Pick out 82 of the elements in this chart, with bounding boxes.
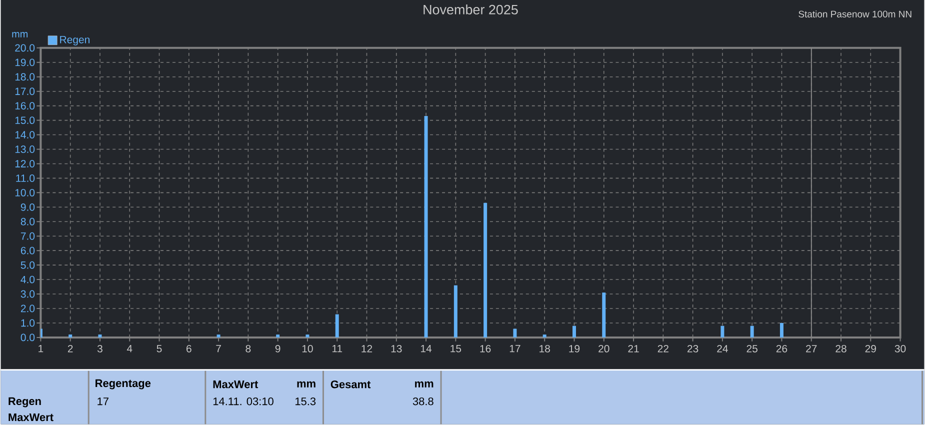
y-tick-label: 9.0	[20, 203, 35, 211]
x-tick-label: 8	[246, 344, 251, 352]
bar	[484, 202, 488, 338]
x-tick-label: 29	[865, 344, 876, 352]
bar	[750, 326, 754, 338]
y-tick-label: 12.0	[15, 160, 35, 168]
x-tick-label: 9	[275, 344, 280, 352]
text: Regentage	[96, 379, 151, 390]
text: 38.8	[412, 397, 434, 406]
text: mm	[415, 381, 434, 388]
x-tick-label: 27	[806, 344, 817, 352]
y-tick-label: 0.0	[20, 334, 35, 342]
x-tick-label: 18	[540, 344, 550, 352]
bar	[454, 285, 458, 338]
x-tick-label: 23	[688, 344, 698, 352]
y-tick-label: 19.0	[15, 58, 35, 66]
bar	[542, 334, 546, 338]
bar	[572, 326, 576, 338]
bar	[216, 334, 220, 338]
x-tick-label: 26	[776, 344, 788, 352]
x-tick-label: 28	[836, 344, 846, 352]
y-axis-title: mm	[12, 32, 28, 38]
text: Regen	[8, 397, 41, 408]
x-tick-label: 10	[302, 344, 313, 352]
y-tick-label: 1.0	[21, 319, 35, 327]
text: 17	[98, 398, 108, 406]
x-tick-label: 21	[628, 344, 639, 352]
bar	[424, 116, 428, 338]
x-tick-label: 20	[598, 344, 610, 352]
chart-title: November 2025	[424, 4, 518, 14]
x-tick-label: 30	[894, 344, 906, 352]
y-tick-label: 7.0	[20, 232, 35, 240]
bar	[720, 326, 724, 338]
x-tick-label: 19	[569, 344, 580, 352]
x-tick-label: 4	[126, 344, 132, 352]
y-tick-label: 8.0	[20, 218, 35, 226]
text: Station Pasenow 100m NN	[798, 10, 912, 18]
y-tick-label: 17.0	[15, 88, 35, 96]
x-tick-label: 5	[156, 344, 162, 352]
x-tick-label: 25	[746, 344, 758, 352]
y-tick-label: 16.0	[15, 102, 35, 110]
x-tick-label: 14	[421, 344, 432, 352]
text: 14.11. 03:10	[213, 397, 274, 406]
x-tick-label: 3	[97, 344, 102, 352]
bar	[68, 334, 72, 338]
x-tick-label: 16	[480, 344, 491, 352]
text: 15.3	[296, 397, 316, 406]
x-tick-label: 11	[332, 344, 342, 352]
x-tick-label: 15	[450, 344, 462, 352]
x-tick-label: 2	[68, 344, 73, 352]
y-tick-label: 4.0	[20, 276, 35, 284]
x-tick-label: 7	[216, 344, 221, 352]
text: mm	[297, 381, 316, 388]
text: MaxWert	[213, 380, 258, 388]
text: Gesamt	[330, 380, 371, 388]
bar	[513, 328, 517, 338]
y-tick-label: 14.0	[15, 131, 35, 138]
bar	[335, 314, 339, 338]
x-tick-label: 1	[38, 344, 44, 352]
bar	[602, 292, 606, 338]
y-tick-label: 18.0	[15, 73, 35, 81]
bar	[780, 322, 784, 338]
x-tick-label: 6	[186, 344, 192, 352]
y-tick-label: 3.0	[20, 290, 35, 298]
legend-label: Regen	[60, 36, 90, 46]
x-tick-label: 17	[510, 344, 520, 352]
y-tick-label: 6.0	[20, 246, 35, 254]
x-tick-label: 12	[362, 344, 372, 352]
y-tick-label: 10.0	[15, 188, 35, 196]
x-tick-label: 24	[717, 344, 728, 352]
x-tick-label: 22	[658, 344, 668, 352]
bar	[276, 334, 280, 338]
y-tick-label: 13.0	[15, 146, 35, 153]
y-tick-label: 15.0	[15, 116, 35, 124]
bar	[98, 334, 102, 338]
y-tick-label: 5.0	[20, 261, 35, 269]
bar	[306, 334, 310, 338]
x-tick-label: 13	[391, 344, 402, 352]
text: MaxWert	[8, 413, 54, 422]
y-tick-label: 11.0	[16, 174, 35, 182]
y-tick-label: 2.0	[20, 304, 35, 312]
y-tick-label: 20.0	[15, 44, 35, 52]
